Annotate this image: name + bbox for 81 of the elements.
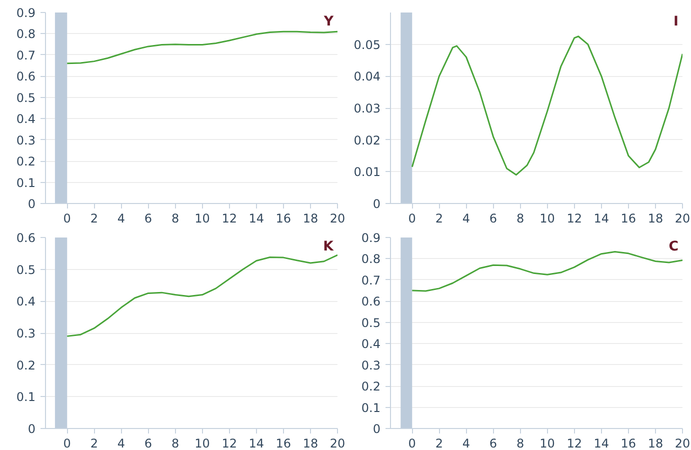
x-tick-label: 14 — [594, 212, 610, 226]
y-tick-label: 0 — [372, 422, 381, 436]
x-tick-label: 10 — [540, 436, 555, 450]
x-tick-label: 2 — [90, 436, 98, 450]
x-tick-label: 18 — [302, 436, 318, 450]
y-tick-label: 0.01 — [354, 165, 380, 180]
x-tick-label: 20 — [330, 436, 346, 450]
x-tick-label: 0 — [408, 436, 416, 450]
y-tick-label: 0.2 — [16, 154, 36, 169]
x-tick-label: 12 — [222, 436, 237, 450]
y-tick-label: 0.3 — [16, 326, 36, 340]
x-tick-label: 10 — [194, 212, 210, 226]
y-tick-label: 0.9 — [16, 6, 36, 20]
x-tick-label: 8 — [516, 212, 524, 226]
chart-title: K — [323, 240, 334, 254]
x-tick-label: 6 — [489, 212, 498, 226]
y-tick-label: 0.02 — [354, 133, 380, 148]
x-tick-label: 16 — [276, 436, 292, 450]
x-tick-label: 16 — [620, 436, 636, 450]
x-tick-label: 4 — [462, 436, 470, 450]
y-tick-label: 0.6 — [16, 70, 36, 84]
x-tick-label: 6 — [144, 436, 152, 450]
y-tick-label: 0.4 — [16, 112, 36, 126]
y-tick-label: 0.9 — [361, 231, 381, 245]
y-tick-label: 0.8 — [361, 252, 381, 266]
x-tick-label: 18 — [302, 212, 318, 226]
x-tick-label: 18 — [648, 212, 664, 226]
x-tick-label: 14 — [248, 436, 264, 450]
x-tick-label: 4 — [117, 212, 126, 226]
x-tick-label: 14 — [248, 212, 264, 226]
y-tick-label: 0.7 — [16, 48, 36, 62]
x-tick-label: 0 — [63, 436, 71, 450]
y-tick-label: 0.4 — [361, 337, 381, 352]
y-tick-label: 0.1 — [361, 400, 381, 415]
y-tick-label: 0.3 — [361, 358, 381, 372]
y-tick-label: 0.5 — [16, 90, 36, 105]
x-tick-label: 2 — [435, 212, 443, 226]
y-tick-label: 0.5 — [16, 262, 36, 277]
y-tick-label: 0.5 — [361, 316, 381, 330]
x-tick-label: 2 — [90, 212, 98, 226]
x-tick-label: 16 — [620, 212, 636, 226]
y-tick-label: 0.7 — [361, 273, 381, 288]
x-tick-label: 4 — [117, 436, 126, 450]
x-tick-label: 14 — [594, 436, 610, 450]
x-tick-label: 8 — [516, 436, 524, 450]
x-tick-label: 0 — [63, 212, 71, 226]
x-tick-label: 8 — [171, 436, 180, 450]
x-tick-label: 2 — [435, 436, 443, 450]
x-tick-label: 6 — [144, 212, 152, 226]
x-tick-label: 6 — [489, 436, 498, 450]
chart-title: I — [674, 14, 679, 30]
y-tick-label: 0.2 — [16, 358, 36, 372]
y-tick-label: 0 — [28, 197, 36, 211]
y-tick-label: 0.3 — [16, 133, 36, 148]
y-tick-label: 0.2 — [361, 380, 381, 394]
x-tick-label: 20 — [674, 212, 690, 226]
y-tick-label: 0 — [28, 422, 36, 436]
x-tick-label: 10 — [194, 436, 210, 450]
y-tick-label: 0.05 — [354, 38, 380, 52]
chart-title: C — [668, 240, 679, 254]
x-tick-label: 12 — [566, 436, 582, 450]
x-tick-label: 12 — [566, 212, 582, 226]
x-tick-label: 20 — [674, 436, 690, 450]
y-tick-label: 0.6 — [16, 231, 36, 245]
y-tick-label: 0.1 — [16, 176, 36, 190]
x-tick-label: 16 — [276, 212, 292, 226]
chart-title: Y — [322, 14, 334, 30]
x-tick-label: 18 — [648, 436, 664, 450]
y-tick-label: 0.1 — [16, 390, 36, 404]
y-tick-label: 0.8 — [16, 27, 36, 42]
y-tick-label: 0.04 — [354, 70, 380, 84]
x-tick-label: 10 — [540, 212, 555, 226]
x-tick-label: 12 — [222, 212, 237, 226]
x-tick-label: 20 — [330, 212, 346, 226]
y-tick-label: 0.4 — [16, 294, 36, 309]
x-tick-label: 8 — [171, 212, 180, 226]
y-tick-label: 0.6 — [361, 294, 381, 309]
y-tick-label: 0 — [372, 197, 381, 211]
x-tick-label: 4 — [462, 212, 470, 226]
y-tick-label: 0.03 — [354, 102, 380, 116]
x-tick-label: 0 — [408, 212, 416, 226]
